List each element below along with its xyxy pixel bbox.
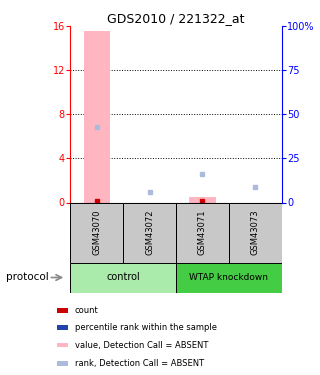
Text: GSM43070: GSM43070 <box>92 210 101 255</box>
Bar <box>57 326 68 330</box>
Text: percentile rank within the sample: percentile rank within the sample <box>75 323 217 332</box>
Text: rank, Detection Call = ABSENT: rank, Detection Call = ABSENT <box>75 358 204 368</box>
Bar <box>229 202 282 262</box>
Bar <box>57 361 68 366</box>
Title: GDS2010 / 221322_at: GDS2010 / 221322_at <box>107 12 245 25</box>
Bar <box>57 343 68 347</box>
Bar <box>176 262 282 292</box>
Bar <box>57 308 68 313</box>
Bar <box>70 262 176 292</box>
Text: protocol: protocol <box>6 273 49 282</box>
Bar <box>70 202 123 262</box>
Bar <box>176 202 229 262</box>
Text: count: count <box>75 306 99 315</box>
Bar <box>189 197 216 202</box>
Text: GSM43073: GSM43073 <box>251 210 260 255</box>
Text: GSM43072: GSM43072 <box>145 210 154 255</box>
Text: value, Detection Call = ABSENT: value, Detection Call = ABSENT <box>75 340 208 350</box>
Bar <box>84 31 110 202</box>
Text: WTAP knockdown: WTAP knockdown <box>189 273 268 282</box>
Text: control: control <box>106 273 140 282</box>
Text: GSM43071: GSM43071 <box>198 210 207 255</box>
Bar <box>123 202 176 262</box>
